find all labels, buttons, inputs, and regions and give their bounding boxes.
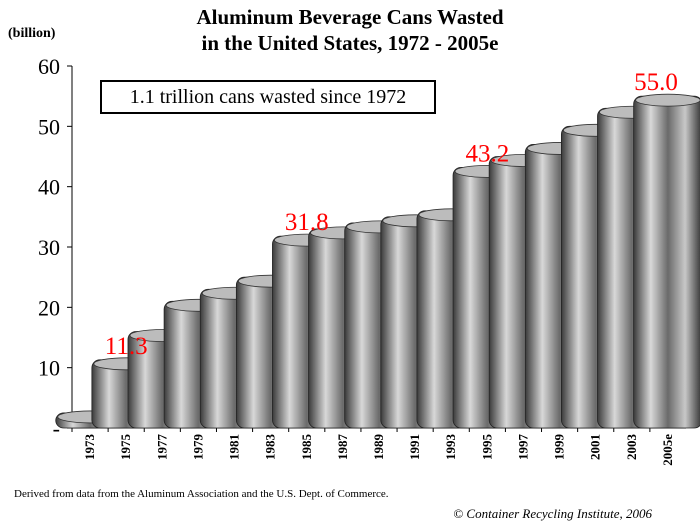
x-tick-label: 1995 — [479, 434, 494, 461]
y-tick-label: 30 — [38, 235, 60, 260]
copyright-note: © Container Recycling Institute, 2006 — [453, 506, 652, 521]
y-tick-label: 60 — [38, 54, 60, 79]
x-tick-label: 2003 — [624, 434, 639, 461]
y-axis-unit-label: (billion) — [8, 26, 56, 41]
bar-can-top — [635, 93, 700, 107]
y-tick-label: 20 — [38, 295, 60, 320]
x-tick-label: 1981 — [227, 434, 242, 460]
y-tick-label: 40 — [38, 175, 60, 200]
bar-body — [633, 95, 700, 429]
chart-title-line2: in the United States, 1972 - 2005e — [201, 31, 499, 55]
x-tick-label: 1975 — [118, 434, 133, 461]
x-tick-label: 1999 — [552, 434, 567, 461]
data-label-1995: 43.2 — [465, 140, 509, 167]
bar-2005e — [633, 93, 700, 429]
x-tick-label: 1991 — [407, 434, 422, 460]
x-tick-label: 2001 — [588, 434, 603, 460]
source-note: Derived from data from the Aluminum Asso… — [14, 488, 389, 500]
data-label-2005e: 55.0 — [634, 69, 678, 96]
x-tick-label: 2005e — [660, 434, 675, 466]
x-tick-label: 1983 — [263, 434, 278, 461]
x-tick-label: 1973 — [82, 434, 97, 461]
x-tick-label: 1979 — [190, 434, 205, 461]
annotation-box: 1.1 trillion cans wasted since 1972 — [100, 80, 436, 114]
y-tick-label: 50 — [38, 114, 60, 139]
y-tick-label: 10 — [38, 356, 60, 381]
x-tick-label: 1987 — [335, 434, 350, 461]
x-tick-label: 1985 — [299, 434, 314, 461]
data-label-1975: 11.3 — [105, 333, 148, 360]
x-tick-label: 1997 — [515, 434, 530, 461]
x-tick-label: 1989 — [371, 434, 386, 461]
y-tick-label: - — [53, 416, 60, 441]
chart-title-line1: Aluminum Beverage Cans Wasted — [196, 5, 504, 29]
x-tick-label: 1993 — [443, 434, 458, 461]
data-label-1985: 31.8 — [285, 209, 329, 236]
x-tick-label: 1977 — [154, 434, 169, 461]
